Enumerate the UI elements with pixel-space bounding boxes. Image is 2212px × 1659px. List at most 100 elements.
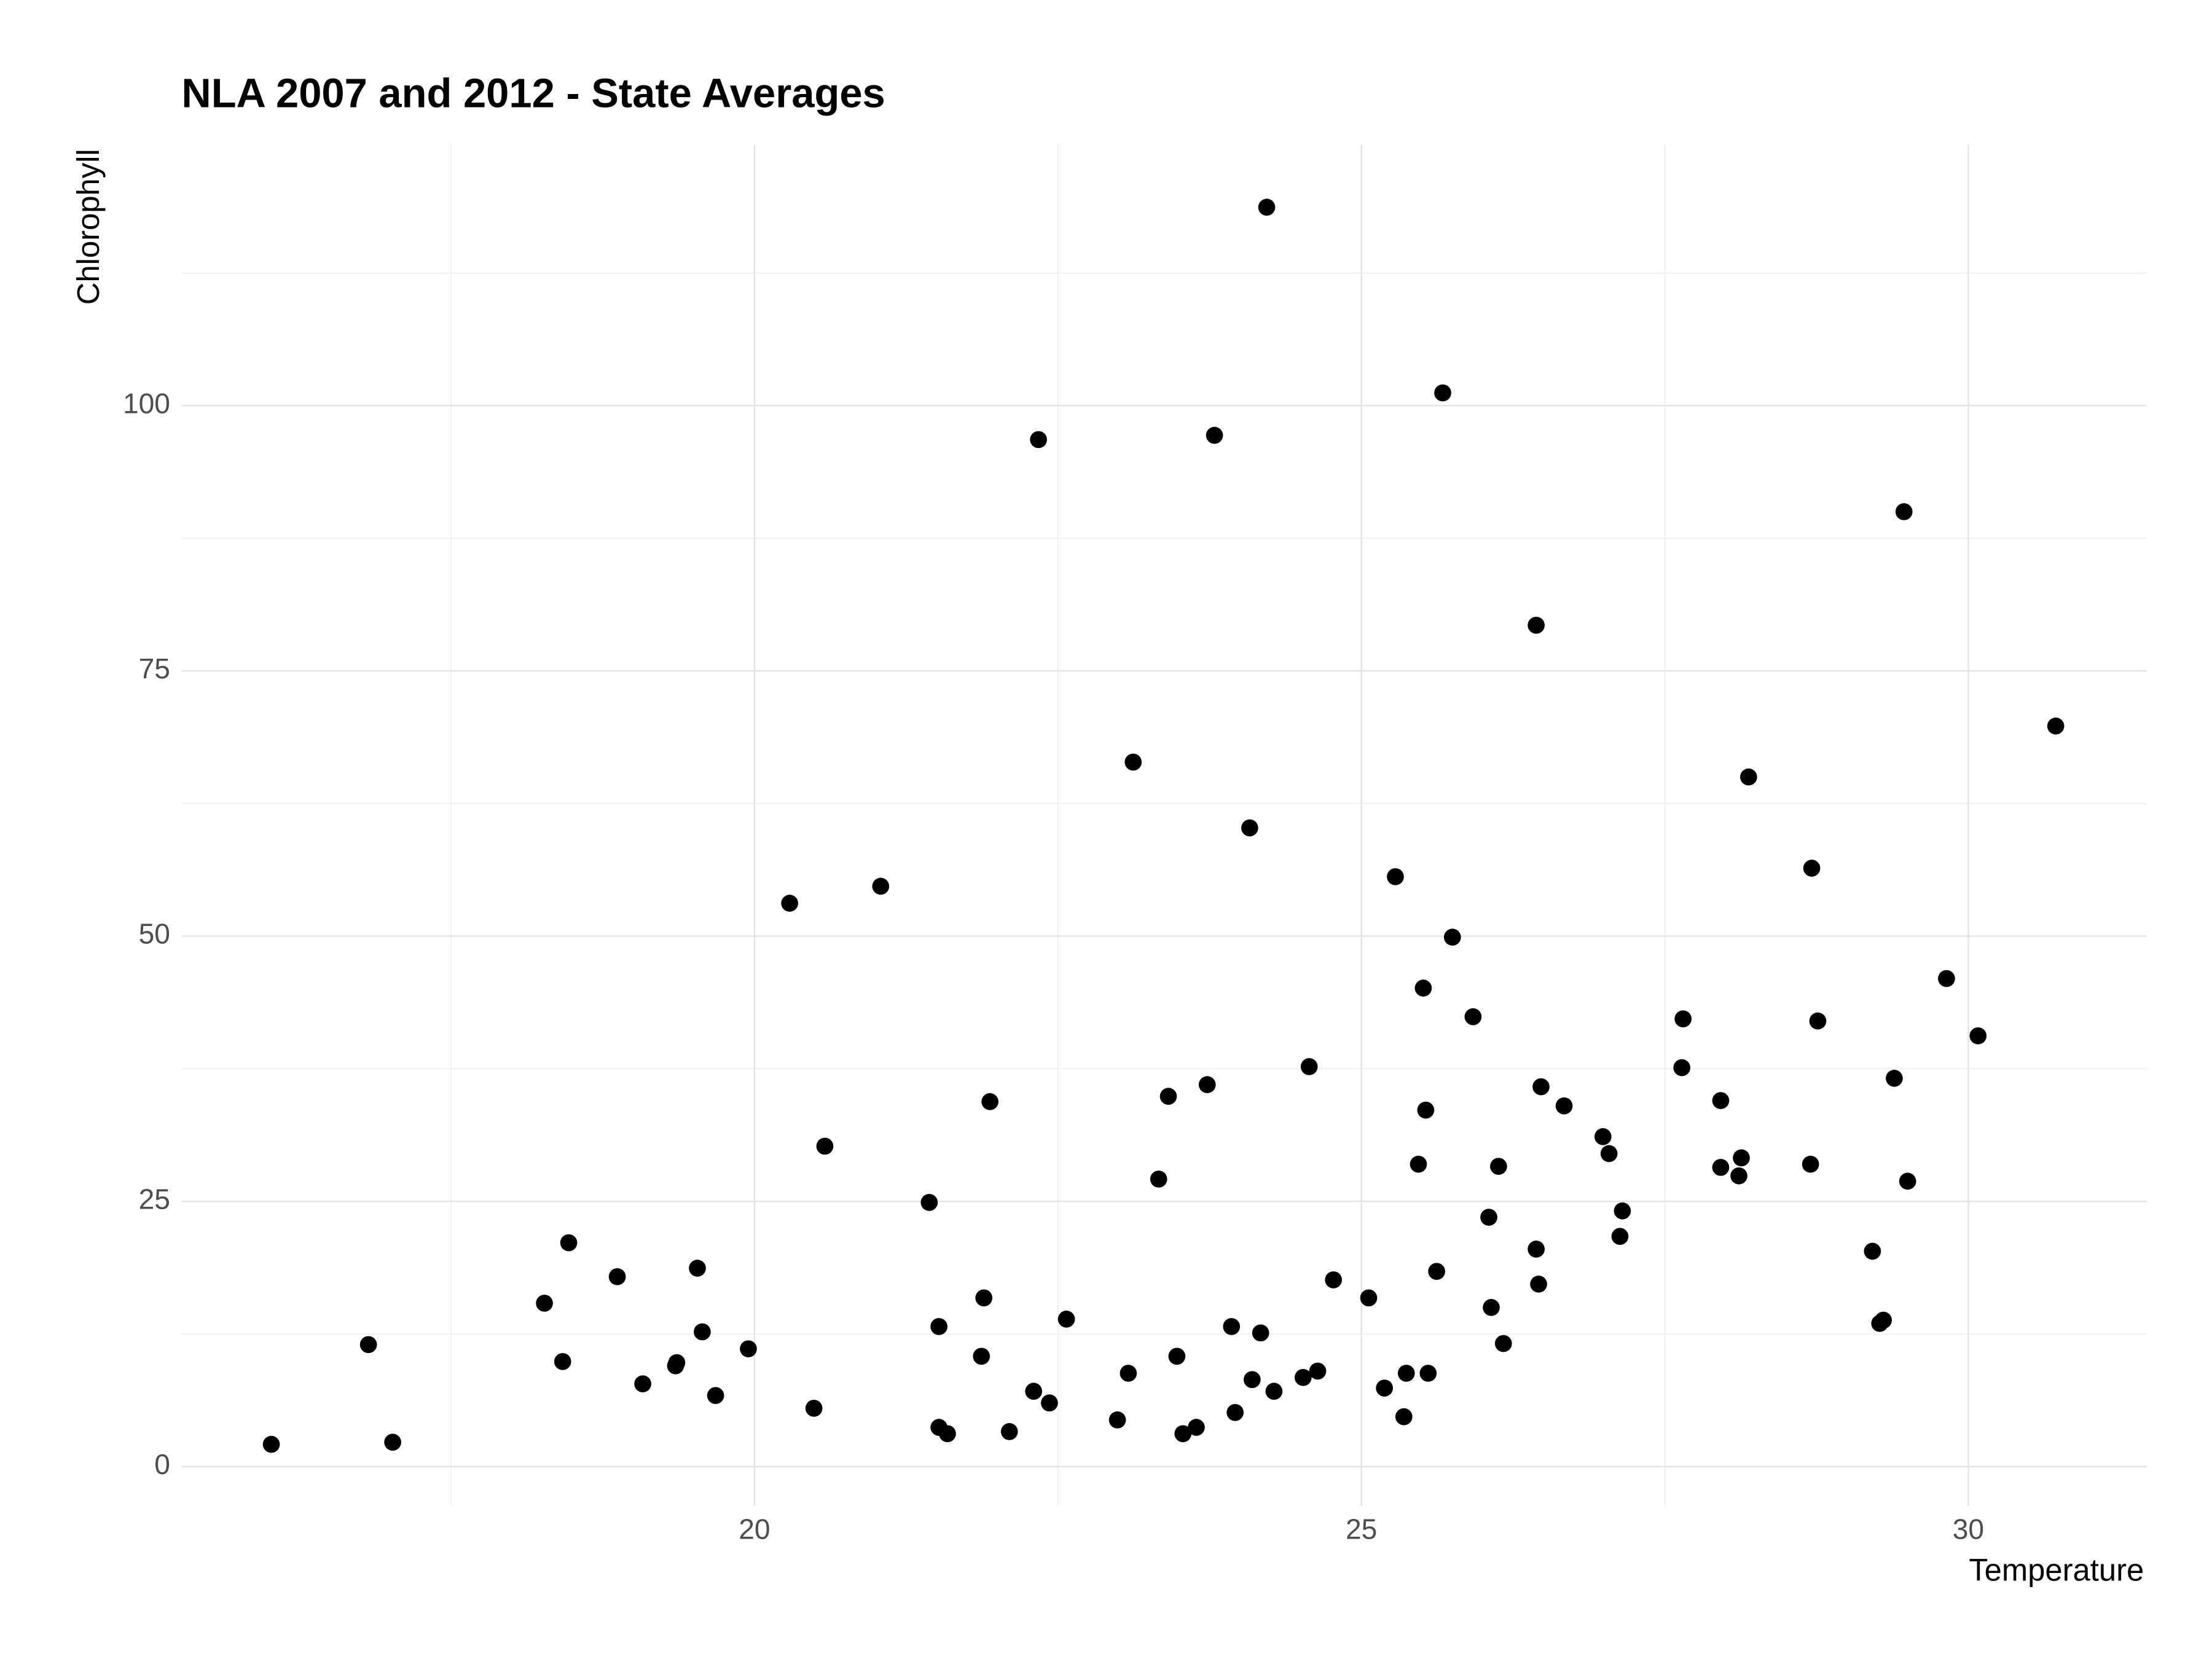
point: [1712, 1092, 1730, 1110]
point: [1730, 1167, 1747, 1185]
point: [1733, 1149, 1750, 1167]
x-tick-label: 30: [1953, 1513, 1984, 1545]
x-axis-title: Temperature: [1969, 1553, 2144, 1588]
point: [1030, 431, 1047, 449]
point: [1241, 819, 1258, 837]
x-tick-label: 20: [739, 1513, 770, 1545]
point: [1895, 503, 1913, 520]
point: [1528, 1241, 1545, 1258]
point: [1150, 1171, 1167, 1188]
y-axis-title: Chlorophyll: [71, 149, 106, 305]
point: [1532, 1078, 1550, 1096]
point: [981, 1093, 998, 1110]
point: [668, 1354, 686, 1371]
point: [554, 1353, 571, 1370]
point: [1174, 1425, 1192, 1443]
point: [920, 1194, 938, 1211]
point: [1434, 384, 1451, 402]
point: [1397, 1365, 1415, 1382]
point: [1673, 1059, 1691, 1077]
point: [1410, 1155, 1427, 1173]
point: [1886, 1070, 1903, 1087]
point: [1528, 616, 1545, 634]
point: [2047, 717, 2065, 735]
point: [1395, 1408, 1413, 1426]
point: [1188, 1419, 1205, 1436]
point: [1387, 868, 1404, 885]
point: [608, 1268, 626, 1285]
point: [930, 1318, 947, 1335]
point: [384, 1433, 401, 1451]
point: [1252, 1324, 1269, 1342]
point: [1417, 1101, 1435, 1119]
point: [1674, 1010, 1692, 1028]
point: [816, 1137, 834, 1155]
point: [781, 895, 798, 912]
point: [1480, 1209, 1497, 1226]
point: [1712, 1159, 1730, 1176]
point: [1555, 1097, 1573, 1115]
point: [872, 877, 890, 895]
point: [1899, 1172, 1916, 1190]
point: [1025, 1382, 1043, 1400]
point: [1419, 1365, 1437, 1382]
point: [560, 1234, 578, 1252]
point: [1483, 1299, 1500, 1316]
point: [1938, 970, 1955, 987]
point: [634, 1375, 651, 1393]
point: [1168, 1347, 1186, 1365]
point: [1300, 1058, 1318, 1075]
point: [1428, 1263, 1445, 1281]
point: [1294, 1368, 1312, 1386]
point: [1740, 768, 1757, 786]
point: [1243, 1371, 1261, 1389]
point: [1490, 1158, 1507, 1175]
y-tick-label: 25: [139, 1183, 170, 1215]
point: [689, 1260, 706, 1277]
point: [1265, 1382, 1283, 1400]
point: [975, 1289, 993, 1307]
point: [1875, 1311, 1892, 1329]
points: [262, 198, 2065, 1453]
point: [740, 1340, 757, 1358]
point: [1594, 1128, 1612, 1145]
point: [262, 1435, 280, 1453]
point: [1223, 1318, 1241, 1335]
point: [1226, 1403, 1244, 1421]
point: [1611, 1228, 1629, 1245]
point: [1494, 1335, 1512, 1352]
point: [1802, 1155, 1819, 1173]
chart-title: NLA 2007 and 2012 - State Averages: [181, 71, 885, 117]
point: [1969, 1027, 1987, 1045]
point: [1864, 1242, 1881, 1260]
x-tick-label: 25: [1346, 1513, 1377, 1545]
point: [359, 1336, 377, 1354]
point: [707, 1387, 724, 1405]
y-tick-label: 100: [123, 387, 170, 419]
point: [1443, 928, 1461, 946]
point: [1600, 1145, 1618, 1163]
point: [1325, 1271, 1343, 1288]
point: [1159, 1088, 1177, 1105]
point: [1041, 1394, 1058, 1412]
point: [1309, 1362, 1327, 1380]
point: [973, 1347, 990, 1365]
point: [1124, 753, 1142, 771]
point: [1108, 1411, 1126, 1429]
point: [1360, 1289, 1378, 1307]
point: [805, 1400, 823, 1417]
point: [1414, 979, 1432, 997]
point: [939, 1425, 956, 1443]
point: [1000, 1423, 1018, 1440]
point: [1376, 1379, 1394, 1397]
point: [536, 1295, 553, 1312]
point: [1614, 1202, 1631, 1220]
point: [694, 1323, 711, 1341]
y-tick-label: 75: [139, 653, 170, 684]
point: [1258, 198, 1276, 216]
point: [1198, 1076, 1216, 1094]
grid: [181, 144, 2147, 1506]
